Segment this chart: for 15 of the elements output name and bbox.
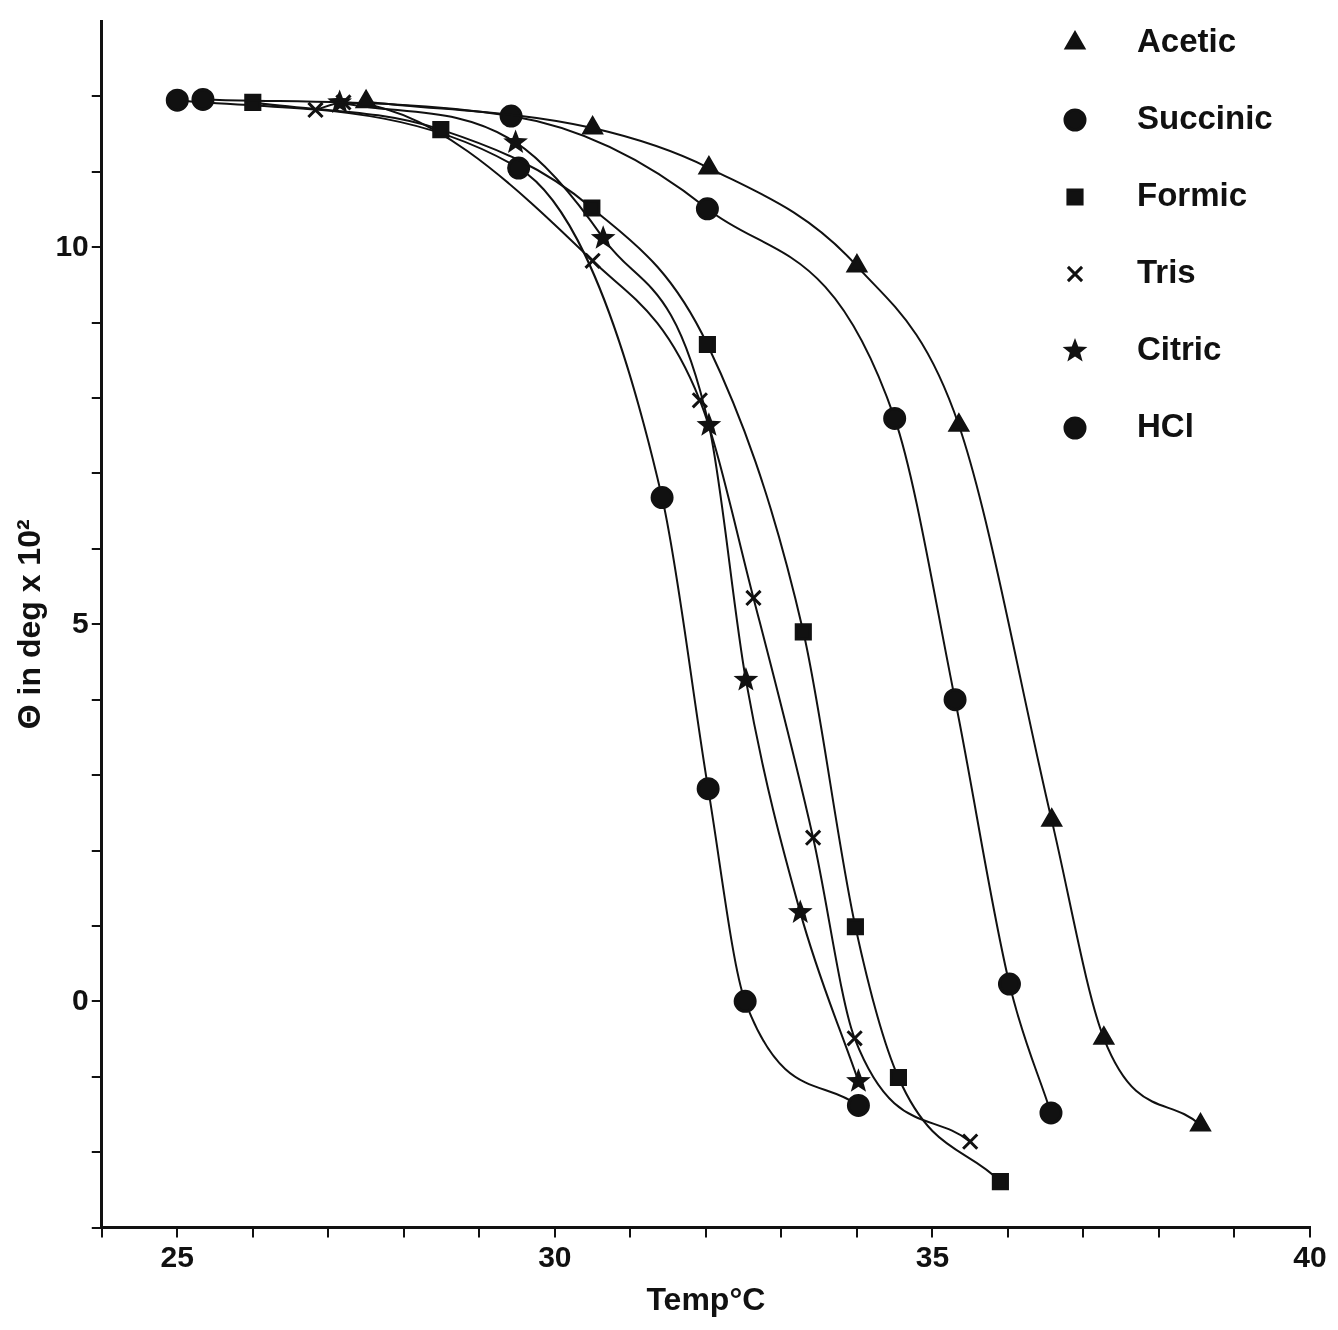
x-tick-label: 30 bbox=[538, 1239, 572, 1273]
x-tick-label: 40 bbox=[1293, 1239, 1327, 1273]
y-tick-label: 0 bbox=[72, 982, 89, 1016]
legend-label: Tris bbox=[1137, 253, 1196, 291]
y-tick-label: 10 bbox=[55, 228, 89, 262]
x-axis-title: Temp°C bbox=[646, 1280, 766, 1317]
legend-label: Acetic bbox=[1137, 22, 1237, 60]
y-axis-title: Θ in deg x 10² bbox=[11, 519, 48, 730]
legend-label: Citric bbox=[1137, 330, 1222, 368]
y-tick-label: 5 bbox=[72, 605, 89, 639]
legend-label: HCl bbox=[1137, 407, 1194, 445]
legend-label: Formic bbox=[1137, 176, 1248, 214]
x-tick-label: 35 bbox=[915, 1239, 950, 1273]
legend-label: Succinic bbox=[1137, 99, 1273, 137]
x-tick-label: 25 bbox=[160, 1239, 194, 1273]
